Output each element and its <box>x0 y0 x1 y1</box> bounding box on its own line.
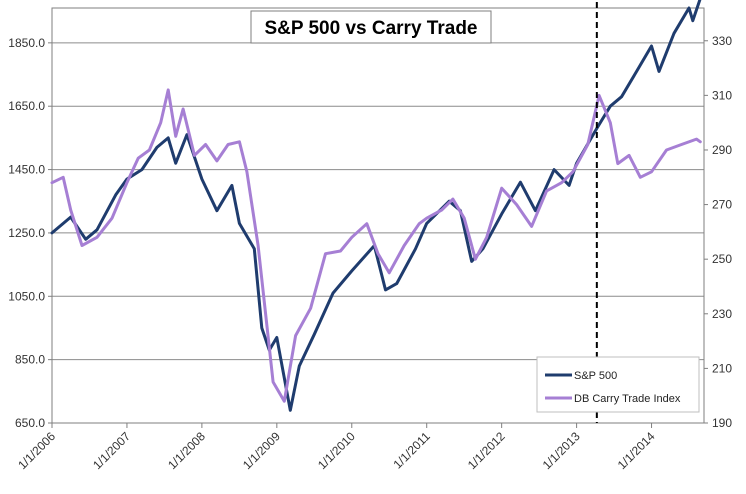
left-tick-label: 1850.0 <box>8 36 45 50</box>
left-tick-label: 850.0 <box>15 353 45 367</box>
left-tick-label: 1450.0 <box>8 163 45 177</box>
legend-frame <box>536 356 700 413</box>
right-tick-label: 310 <box>712 88 732 102</box>
right-axis: 190 210 230 250 270 290 310 330 <box>704 34 732 430</box>
series-lines <box>50 0 702 412</box>
x-tick-label: 1/1/2011 <box>391 429 434 472</box>
legend-label-sp500: S&P 500 <box>574 370 617 382</box>
left-tick-label: 1050.0 <box>8 289 45 303</box>
left-tick-label: 1250.0 <box>8 226 45 240</box>
gridlines <box>52 42 704 424</box>
chart-title-box: S&P 500 vs Carry Trade <box>250 10 492 44</box>
legend: S&P 500 DB Carry Trade Index <box>536 356 700 413</box>
right-tick-label: 190 <box>712 416 732 430</box>
x-tick-label: 1/1/2007 <box>90 429 133 472</box>
x-tick-label: 1/1/2009 <box>240 429 283 472</box>
x-axis: 1/1/2006 1/1/2007 1/1/2008 1/1/2009 1/1/2010… <box>15 423 658 472</box>
series-line-sp500 <box>50 0 702 412</box>
right-tick-label: 290 <box>712 143 732 157</box>
left-tick-label: 650.0 <box>15 416 45 430</box>
left-tick-label: 1650.0 <box>8 99 45 113</box>
right-tick-label: 250 <box>712 252 732 266</box>
x-tick-label: 1/1/2013 <box>540 429 583 472</box>
x-tick-label: 1/1/2006 <box>15 429 58 472</box>
series-line-carry-trade <box>50 88 702 403</box>
legend-label-carry-trade: DB Carry Trade Index <box>574 393 681 405</box>
plot-area-frame <box>51 7 705 424</box>
x-tick-label: 1/1/2012 <box>465 429 508 472</box>
x-tick-label: 1/1/2014 <box>615 429 658 472</box>
left-axis: 650.0 850.0 1050.0 1250.0 1450.0 1650.0 1850.0 <box>8 36 52 430</box>
title-box-frame <box>250 10 492 44</box>
chart-title: S&P 500 vs Carry Trade <box>264 18 477 39</box>
x-tick-label: 1/1/2008 <box>165 429 208 472</box>
right-tick-label: 270 <box>712 198 732 212</box>
right-tick-label: 330 <box>712 34 732 48</box>
right-tick-label: 210 <box>712 361 732 375</box>
x-tick-label: 1/1/2010 <box>315 429 358 472</box>
right-tick-label: 230 <box>712 307 732 321</box>
